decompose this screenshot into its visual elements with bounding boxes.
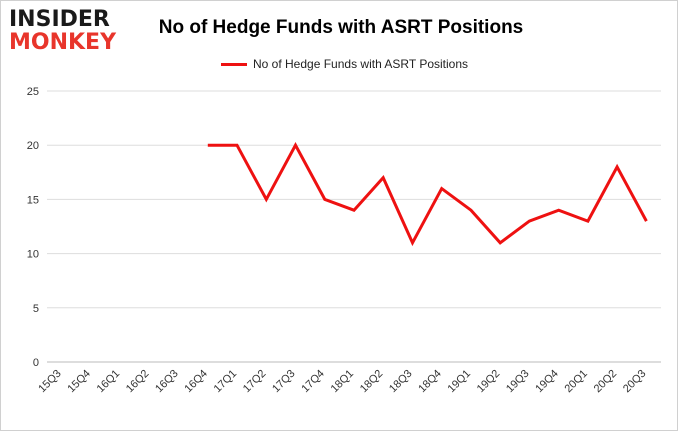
x-tick-label-16Q1: 16Q1	[95, 368, 123, 396]
x-tick-label-19Q2: 19Q2	[475, 368, 503, 396]
x-tick-label-15Q4: 15Q4	[65, 368, 93, 396]
x-tick-label-20Q1: 20Q1	[563, 368, 591, 396]
x-tick-label-17Q4: 17Q4	[299, 368, 327, 396]
x-tick-label-16Q3: 16Q3	[153, 368, 181, 396]
y-tick-label-0: 0	[33, 357, 39, 369]
x-tick-label-16Q2: 16Q2	[124, 368, 152, 396]
x-tick-label-18Q1: 18Q1	[329, 368, 357, 396]
logo-line-1: INSIDER	[9, 7, 110, 32]
y-tick-label-15: 15	[27, 194, 39, 206]
y-tick-label-5: 5	[33, 303, 39, 315]
x-tick-label-20Q2: 20Q2	[592, 368, 620, 396]
x-tick-label-17Q1: 17Q1	[212, 368, 240, 396]
chart-legend: No of Hedge Funds with ASRT Positions	[221, 55, 468, 73]
legend-swatch	[221, 62, 247, 66]
x-tick-label-18Q4: 18Q4	[416, 368, 444, 396]
x-tick-label-17Q3: 17Q3	[270, 368, 298, 396]
x-tick-label-19Q1: 19Q1	[446, 368, 474, 396]
chart-title: No of Hedge Funds with ASRT Positions	[158, 17, 524, 38]
logo-line-2: MONKEY	[9, 30, 117, 55]
x-tick-label-19Q4: 19Q4	[533, 368, 561, 396]
series-line-0	[207, 142, 648, 247]
x-tick-label-19Q3: 19Q3	[504, 368, 532, 396]
x-tick-label-16Q4: 16Q4	[182, 368, 210, 396]
insider-monkey-logo: INSIDER MONKEY	[9, 7, 129, 57]
y-tick-label-10: 10	[27, 249, 39, 261]
x-tick-label-15Q3: 15Q3	[36, 368, 64, 396]
x-tick-label-20Q3: 20Q3	[621, 368, 649, 396]
y-tick-label-25: 25	[27, 86, 39, 98]
x-tick-label-18Q3: 18Q3	[387, 368, 415, 396]
legend-label: No of Hedge Funds with ASRT Positions	[253, 57, 469, 71]
y-tick-label-20: 20	[27, 140, 39, 152]
x-tick-label-18Q2: 18Q2	[358, 368, 386, 396]
x-tick-label-17Q2: 17Q2	[241, 368, 269, 396]
